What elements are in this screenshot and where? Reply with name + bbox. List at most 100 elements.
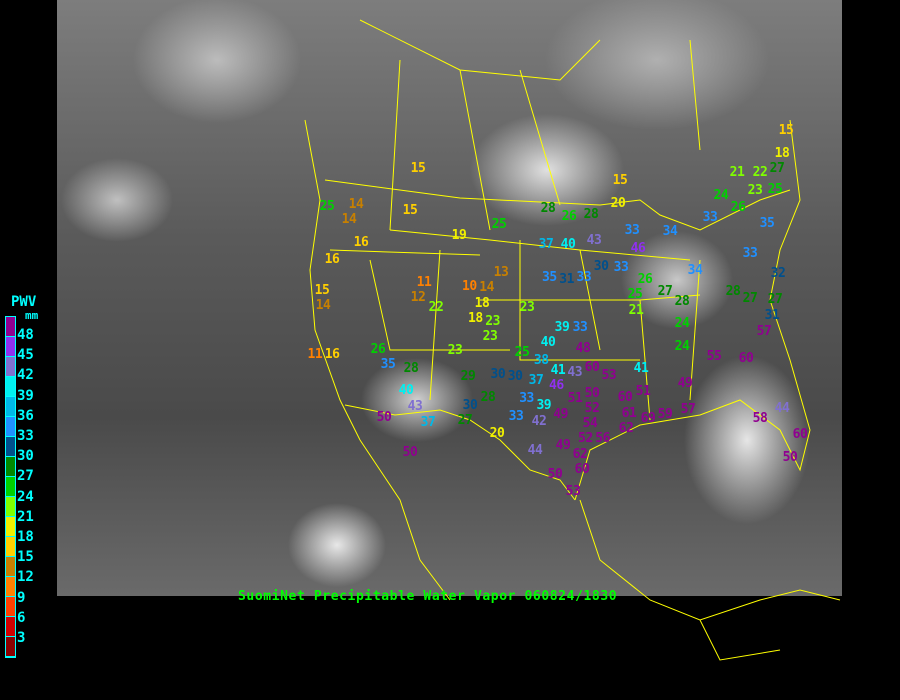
legend-swatch	[6, 377, 15, 397]
station-pwv-value: 23	[485, 313, 500, 329]
station-pwv-value: 50	[584, 385, 600, 401]
station-pwv-value: 28	[674, 293, 690, 309]
station-pwv-value: 25	[319, 198, 335, 214]
station-pwv-value: 38	[533, 352, 549, 368]
station-pwv-value: 16	[324, 346, 340, 362]
station-pwv-value: 30	[507, 368, 523, 384]
station-pwv-value: 33	[572, 319, 588, 335]
station-pwv-value: 11	[416, 274, 432, 290]
station-pwv-value: 41	[550, 362, 566, 378]
station-pwv-value: 53	[601, 367, 617, 383]
station-pwv-value: 26	[637, 271, 653, 287]
station-pwv-value: 30	[462, 397, 478, 413]
legend-tick-label: 33	[17, 428, 34, 444]
station-pwv-value: 29	[460, 368, 476, 384]
station-pwv-value: 57	[756, 323, 772, 339]
station-pwv-value: 37	[420, 414, 436, 430]
station-pwv-value: 33	[613, 259, 629, 275]
station-pwv-value: 30	[490, 366, 506, 382]
legend-swatch	[6, 517, 15, 537]
station-pwv-value: 11	[307, 346, 323, 362]
station-pwv-value: 60	[617, 390, 633, 406]
station-pwv-value: 16	[324, 251, 340, 267]
legend-tick-label: 45	[17, 347, 34, 364]
legend-swatch	[6, 397, 15, 417]
station-pwv-value: 62	[572, 446, 588, 462]
legend-tick-label: 36	[17, 407, 34, 424]
station-pwv-value: 41	[633, 360, 649, 376]
station-pwv-value: 16	[353, 234, 369, 250]
station-pwv-value: 49	[555, 437, 571, 453]
station-pwv-value: 18	[474, 296, 490, 312]
station-pwv-value: 33	[624, 222, 640, 238]
legend-swatch	[6, 617, 15, 637]
station-pwv-value: 53	[565, 483, 581, 499]
station-pwv-value: 33	[742, 245, 758, 261]
legend-tick-label: 3	[17, 630, 26, 646]
station-pwv-value: 25	[491, 216, 507, 232]
station-pwv-value: 22	[752, 164, 768, 180]
station-pwv-value: 20	[489, 425, 505, 441]
station-pwv-value: 49	[677, 375, 693, 391]
legend-swatch	[6, 557, 15, 577]
station-pwv-value: 15	[314, 282, 330, 298]
legend-tick-label: 27	[17, 468, 34, 485]
station-pwv-value: 55	[706, 348, 722, 364]
satellite-image	[57, 0, 842, 596]
station-pwv-value: 48	[575, 340, 591, 356]
station-pwv-value: 24	[674, 315, 690, 331]
station-pwv-value: 60	[792, 426, 808, 442]
station-pwv-value: 31	[559, 271, 574, 287]
station-pwv-value: 25	[627, 287, 643, 303]
station-pwv-value: 28	[480, 389, 496, 405]
station-pwv-value: 58	[752, 410, 768, 426]
station-pwv-value: 14	[315, 298, 331, 314]
station-pwv-value: 50	[402, 444, 418, 460]
station-pwv-value: 23	[519, 299, 535, 315]
station-pwv-value: 25	[767, 181, 783, 197]
station-pwv-value: 37	[538, 236, 554, 252]
legend-swatch	[6, 637, 15, 657]
station-pwv-value: 26	[730, 199, 746, 215]
station-pwv-value: 50	[547, 466, 563, 482]
station-pwv-value: 43	[586, 232, 602, 248]
station-pwv-value: 51	[567, 390, 583, 406]
station-pwv-value: 15	[612, 172, 628, 188]
legend-tick-label: 15	[17, 549, 34, 566]
station-pwv-value: 30	[593, 258, 609, 274]
station-pwv-value: 32	[770, 265, 786, 281]
station-pwv-value: 61	[621, 405, 637, 421]
station-pwv-value: 51	[635, 383, 651, 399]
station-pwv-value: 57	[680, 401, 696, 417]
station-pwv-value: 44	[774, 400, 790, 416]
station-pwv-value: 40	[398, 382, 414, 398]
station-pwv-value: 59	[657, 406, 673, 422]
mexico-coast	[579, 499, 841, 661]
map-caption: SuomiNet Precipitable Water Vapor 060824…	[238, 589, 618, 604]
station-pwv-value: 26	[561, 208, 577, 224]
station-pwv-value: 62	[618, 420, 634, 436]
legend-swatch	[6, 317, 15, 337]
station-pwv-value: 54	[582, 415, 598, 431]
station-pwv-value: 21	[729, 164, 745, 180]
station-pwv-value: 28	[583, 206, 599, 222]
legend-tick-label: 30	[17, 448, 34, 465]
station-pwv-value: 31	[764, 307, 780, 323]
station-pwv-value: 40	[560, 236, 576, 252]
legend-swatch	[6, 337, 15, 357]
legend-tick-label: 12	[17, 569, 34, 586]
station-pwv-value: 23	[447, 342, 463, 358]
station-pwv-value: 27	[742, 290, 758, 306]
station-pwv-value: 39	[554, 319, 570, 335]
station-pwv-value: 10	[462, 278, 477, 294]
station-pwv-value: 34	[662, 223, 678, 239]
station-pwv-value: 52	[578, 431, 593, 447]
station-pwv-value: 24	[674, 338, 690, 354]
station-pwv-value: 23	[482, 329, 498, 345]
station-pwv-value: 35	[542, 269, 557, 285]
legend-tick-label: 24	[17, 488, 34, 505]
legend-tick-label: 39	[17, 387, 34, 404]
station-pwv-value: 27	[769, 161, 785, 177]
station-pwv-value: 20	[610, 195, 626, 211]
